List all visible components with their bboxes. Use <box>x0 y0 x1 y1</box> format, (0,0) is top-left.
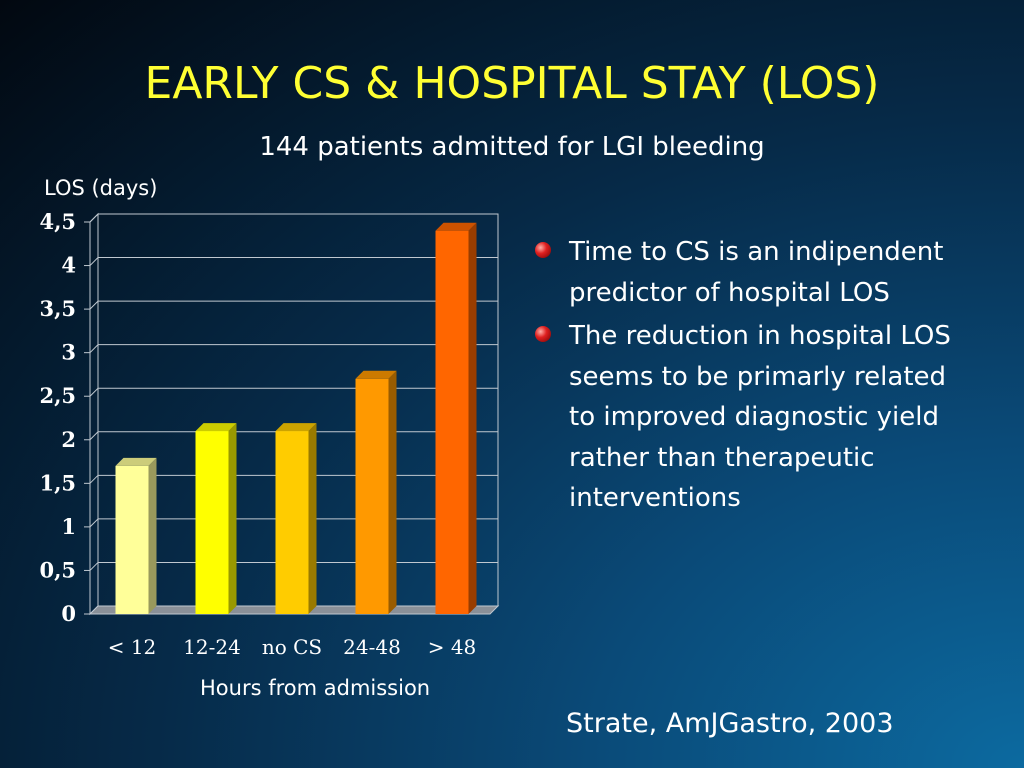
x-tick-label: < 12 <box>108 635 157 659</box>
gridline <box>89 257 498 266</box>
bar-side <box>388 370 397 614</box>
chart-side-wall <box>89 212 99 616</box>
y-tick-label: 4,5 <box>39 209 76 234</box>
bar <box>275 431 309 614</box>
y-tick-label: 3,5 <box>39 296 76 321</box>
gridline <box>89 300 498 310</box>
bullet-item: Time to CS is an indipendent predictor o… <box>535 232 965 313</box>
slide-subtitle: 144 patients admitted for LGI bleeding <box>259 132 765 162</box>
bullet-item: The reduction in hospital LOS seems to b… <box>535 316 965 519</box>
slide-title: EARLY CS & HOSPITAL STAY (LOS) <box>144 58 880 109</box>
bar <box>195 431 229 614</box>
bullet-icon <box>535 326 551 342</box>
y-tick-label: 0,5 <box>39 557 76 582</box>
x-tick-label: 12-24 <box>183 635 241 659</box>
bar <box>355 378 389 614</box>
y-tick-label: 1 <box>61 514 76 539</box>
gridline <box>89 213 498 223</box>
y-tick-label: 3 <box>61 340 76 365</box>
y-tick-label: 0 <box>61 601 76 626</box>
bar-top <box>195 423 237 432</box>
y-tick-label: 1,5 <box>39 470 76 495</box>
bar-top <box>115 457 157 466</box>
x-tick-label: > 48 <box>428 635 477 659</box>
bar <box>115 465 149 614</box>
bullet-icon <box>535 242 551 258</box>
y-tick-label: 2,5 <box>39 383 76 408</box>
bar-top <box>435 222 477 231</box>
y-axis-label: LOS (days) <box>44 176 158 200</box>
bar-side <box>308 423 317 614</box>
bullet-list: Time to CS is an indipendent predictor o… <box>535 232 965 522</box>
bar-top <box>355 370 397 379</box>
bullet-text: Time to CS is an indipendent predictor o… <box>569 237 944 308</box>
bar-side <box>228 423 237 614</box>
y-tick-label: 2 <box>61 427 76 452</box>
y-tick-label: 4 <box>61 253 76 278</box>
bar-side <box>468 222 477 614</box>
bullet-text: The reduction in hospital LOS seems to b… <box>569 321 951 513</box>
gridline <box>89 344 498 354</box>
x-axis-label: Hours from admission <box>200 676 431 700</box>
x-tick-label: 24-48 <box>343 635 401 659</box>
bar <box>435 230 469 614</box>
bar-side <box>148 457 157 614</box>
citation: Strate, AmJGastro, 2003 <box>566 708 894 739</box>
bar-top <box>275 423 317 432</box>
x-tick-label: no CS <box>262 635 322 659</box>
